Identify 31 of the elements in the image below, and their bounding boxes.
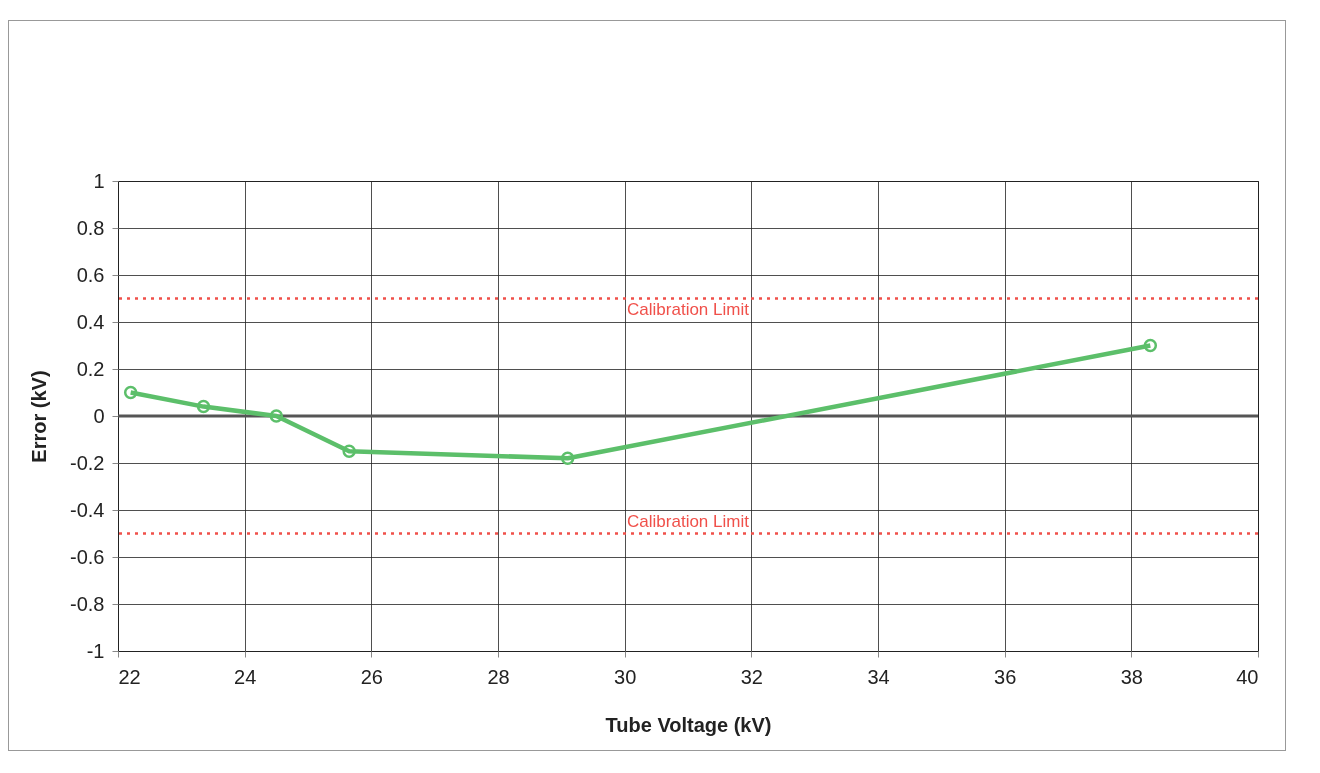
point xyxy=(560,451,575,466)
y-axis-title: Error (kV) xyxy=(28,370,51,463)
x-tick-label: 22 xyxy=(118,665,141,688)
x-tick-label: 38 xyxy=(1120,665,1143,688)
y-tick-label: 0 xyxy=(93,404,105,427)
y-tick-label: -0.4 xyxy=(70,498,105,521)
x-tick-label: 28 xyxy=(487,665,510,688)
x-tick-label: 34 xyxy=(867,665,890,688)
y-tick-label: -0.8 xyxy=(70,592,105,615)
point xyxy=(196,399,211,414)
x-tick-label: 36 xyxy=(994,665,1017,688)
point xyxy=(342,444,356,458)
point xyxy=(1143,338,1158,353)
y-tick-label: 0.4 xyxy=(76,310,105,333)
ref-line-label: Calibration Limit xyxy=(627,511,750,531)
point xyxy=(123,385,138,400)
y-tick-label: 0.2 xyxy=(76,357,105,380)
y-tick-label: -0.6 xyxy=(70,545,105,568)
x-tick-label: 40 xyxy=(1236,665,1259,688)
y-tick-label: 1 xyxy=(93,169,105,192)
ref-line-label: Calibration Limit xyxy=(627,299,750,319)
y-tick-label: -0.2 xyxy=(70,451,105,474)
y-tick-label: -1 xyxy=(86,639,105,662)
point xyxy=(269,409,284,423)
x-tick-label: 30 xyxy=(614,665,637,688)
x-axis-title: Tube Voltage (kV) xyxy=(605,713,772,736)
y-tick-label: 0.8 xyxy=(76,216,105,239)
y-tick-label: 0.6 xyxy=(76,263,105,286)
x-tick-label: 24 xyxy=(234,665,257,688)
x-tick-label: 32 xyxy=(740,665,763,688)
x-tick-label: 26 xyxy=(360,665,383,688)
